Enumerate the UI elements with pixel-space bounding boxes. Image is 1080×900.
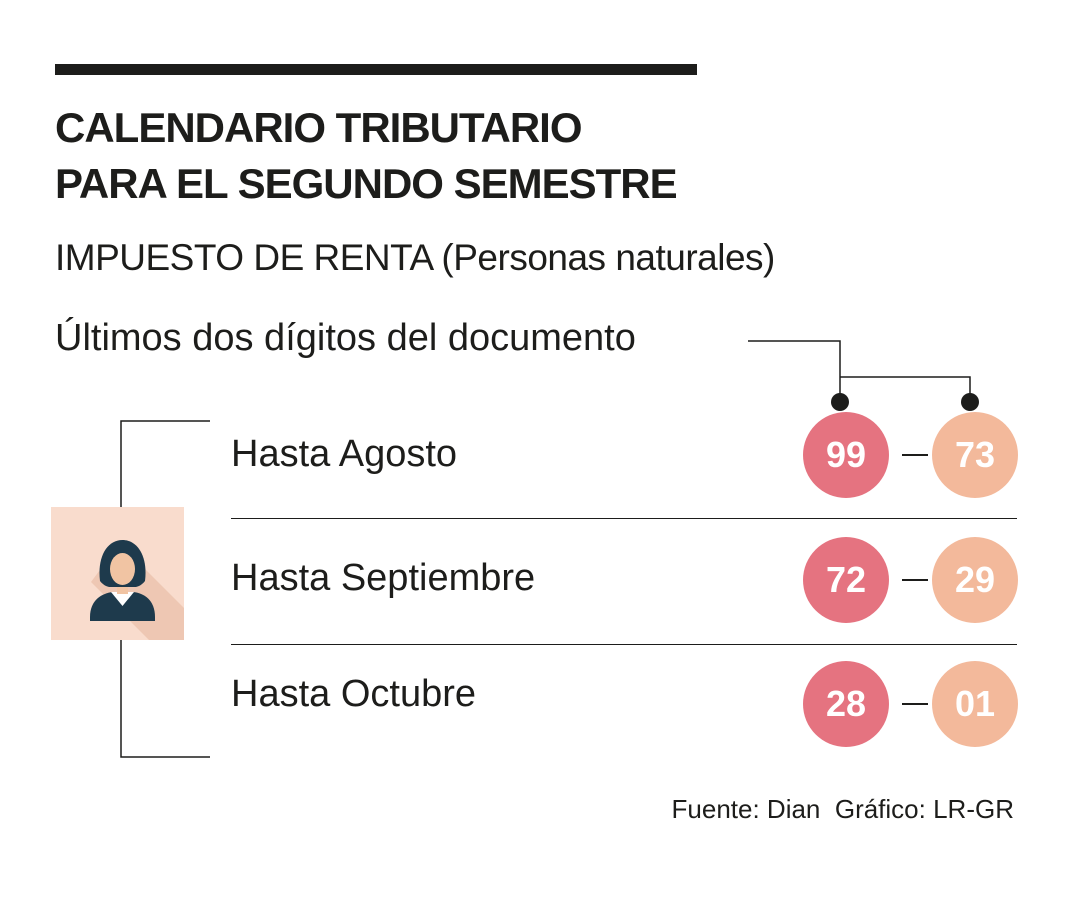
source-credit: Fuente: Dian Gráfico: LR-GR xyxy=(671,794,1014,824)
row-label-septiembre: Hasta Septiembre xyxy=(231,557,536,599)
digits-pointer-line xyxy=(748,340,841,402)
pointer-dot-start xyxy=(831,393,849,411)
row-divider xyxy=(231,518,1017,519)
row-label-agosto: Hasta Agosto xyxy=(231,433,458,475)
page-title: CALENDARIO TRIBUTARIO PARA EL SEGUNDO SE… xyxy=(55,100,678,212)
title-line-1: CALENDARIO TRIBUTARIO xyxy=(55,104,583,151)
range-end-badge: 01 xyxy=(932,661,1018,747)
range-start-badge: 99 xyxy=(803,412,889,498)
range-end-badge: 73 xyxy=(932,412,1018,498)
range-dash xyxy=(902,454,928,456)
range-dash xyxy=(902,703,928,705)
range-start-badge: 28 xyxy=(803,661,889,747)
title-line-2: PARA EL SEGUNDO SEMESTRE xyxy=(55,160,678,207)
row-divider xyxy=(231,644,1017,645)
row-label-octubre: Hasta Octubre xyxy=(231,673,476,715)
row-bracket-top xyxy=(120,420,210,507)
subtitle: IMPUESTO DE RENTA (Personas naturales) xyxy=(55,237,775,278)
row-bracket-bottom xyxy=(120,640,210,758)
digits-label: Últimos dos dígitos del documento xyxy=(55,317,636,359)
range-start-badge: 72 xyxy=(803,537,889,623)
pointer-dot-end xyxy=(961,393,979,411)
top-rule xyxy=(55,64,697,75)
digits-bracket-line xyxy=(840,376,971,402)
person-avatar-icon xyxy=(51,507,184,640)
range-dash xyxy=(902,579,928,581)
person-icon xyxy=(90,540,184,640)
range-end-badge: 29 xyxy=(932,537,1018,623)
